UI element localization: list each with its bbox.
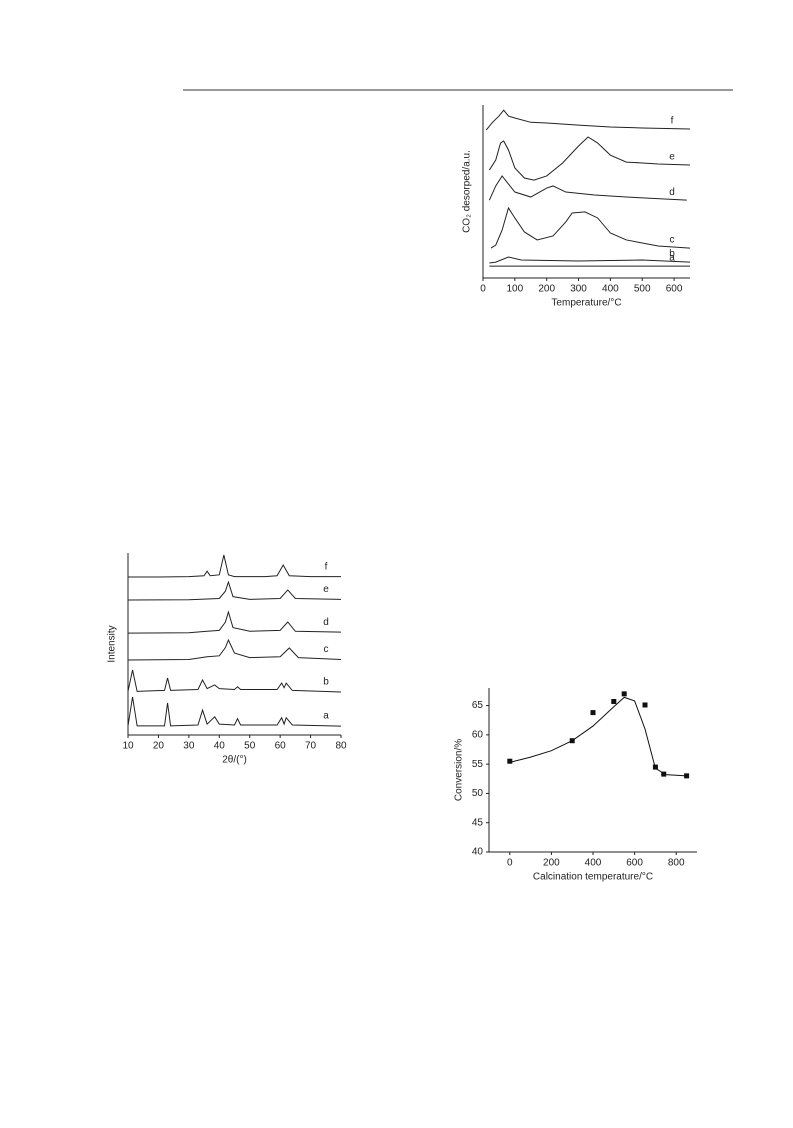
curve-label: a [323, 711, 329, 722]
curve [127, 610, 342, 634]
fit-curve [509, 696, 687, 777]
curve [127, 638, 342, 661]
point [642, 702, 648, 708]
y-tick-label: 60 [472, 729, 484, 740]
curve [127, 580, 342, 601]
y-tick-label: 55 [472, 759, 484, 770]
point [661, 771, 667, 777]
curve [128, 554, 341, 578]
point [621, 691, 627, 697]
x-tick-label: 20 [153, 741, 165, 752]
curve-label: d [323, 617, 329, 628]
point [611, 698, 617, 704]
curve [127, 696, 342, 727]
curve-label: a [669, 253, 675, 264]
x-tick-label: 300 [570, 284, 587, 295]
point [507, 758, 513, 764]
y-axis-label: Intensity [107, 625, 118, 662]
x-tick-label: 500 [634, 284, 651, 295]
curve-label: b [323, 677, 329, 688]
x-axis-label: Calcination temperature/°C [533, 872, 653, 883]
curve-label: f [671, 116, 674, 127]
x-tick-label: 40 [214, 741, 226, 752]
x-tick-label: 30 [183, 741, 195, 752]
y-tick-label: 50 [472, 788, 484, 799]
curve [488, 136, 691, 181]
x-tick-label: 200 [543, 858, 560, 869]
x-tick-label: 80 [335, 741, 347, 752]
x-tick-label: 600 [626, 858, 643, 869]
curve-label: e [669, 152, 675, 163]
x-tick-label: 0 [507, 858, 513, 869]
x-axis-label: Temperature/°C [551, 298, 621, 309]
curve-label: c [670, 235, 675, 246]
y-tick-label: 65 [472, 700, 484, 711]
curve-label: c [324, 644, 329, 655]
x-tick-label: 0 [480, 284, 486, 295]
x-axis-label: 2θ/(°) [222, 755, 247, 766]
curve-label: f [325, 561, 328, 572]
x-tick-label: 50 [244, 741, 256, 752]
y-tick-label: 40 [472, 847, 484, 858]
x-tick-label: 10 [122, 741, 134, 752]
y-axis-label: CO₂ desorped/a.u. [462, 150, 473, 233]
curve-label: b [669, 249, 675, 260]
curve [490, 206, 691, 249]
x-tick-label: 200 [538, 284, 555, 295]
curve-label: e [323, 584, 329, 595]
x-tick-label: 600 [666, 284, 683, 295]
x-tick-label: 800 [668, 858, 685, 869]
x-tick-label: 70 [305, 741, 317, 752]
x-tick-label: 100 [507, 284, 524, 295]
curve [127, 669, 342, 693]
y-tick-label: 45 [472, 817, 484, 828]
curve [488, 175, 687, 201]
x-tick-label: 60 [275, 741, 287, 752]
x-tick-label: 400 [602, 284, 619, 295]
curve-label: d [669, 187, 675, 198]
y-axis-label: Conversion/% [454, 739, 465, 801]
x-tick-label: 400 [585, 858, 602, 869]
point [590, 710, 596, 716]
curve [489, 256, 691, 264]
curve [485, 109, 691, 131]
